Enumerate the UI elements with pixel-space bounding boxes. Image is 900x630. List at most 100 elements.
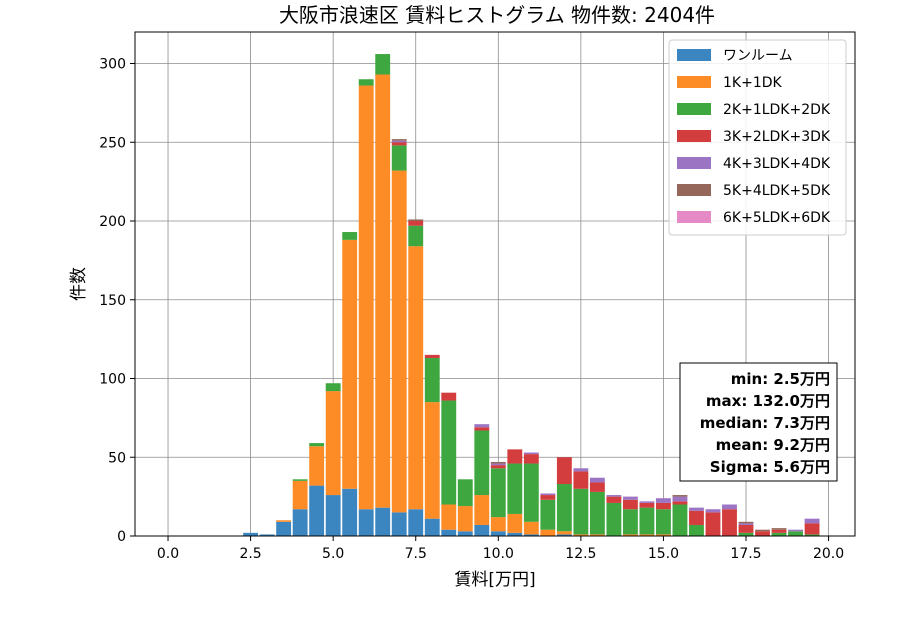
bar-2-25 — [656, 509, 671, 535]
bar-0-1 — [259, 534, 275, 536]
bar-2-13 — [457, 479, 473, 507]
bar-2-22 — [606, 502, 622, 536]
bar-1-14 — [474, 495, 490, 525]
bar-2-30 — [738, 532, 754, 536]
bar-1-5 — [325, 391, 341, 496]
y-tick-label: 300 — [99, 57, 126, 73]
bar-0-7 — [358, 509, 374, 536]
bar-2-10 — [408, 225, 424, 247]
bar-2-33 — [788, 531, 803, 536]
bar-1-8 — [375, 74, 391, 508]
bar-3-23 — [622, 499, 638, 510]
legend-swatch — [677, 157, 711, 169]
bar-0-12 — [441, 529, 457, 536]
bar-2-27 — [689, 524, 704, 536]
legend: ワンルーム 1K+1DK 2K+1LDK+2DK 3K+2LDK+3DK 4K+3LDK… — [668, 39, 847, 236]
bar-2-3 — [292, 479, 308, 481]
bar-1-4 — [309, 446, 325, 486]
bar-1-18 — [540, 529, 556, 536]
x-tick-label: 7.5 — [405, 546, 427, 562]
stats-box: min: 2.5万円 max: 132.0万円 median: 7.3万円 mean:… — [679, 362, 838, 482]
bar-1-20 — [573, 534, 589, 536]
y-tick-label: 0 — [117, 529, 126, 545]
bar-0-10 — [408, 509, 424, 536]
y-tick-label: 200 — [99, 214, 126, 230]
bar-2-21 — [589, 491, 605, 535]
bar-3-20 — [573, 471, 589, 489]
bar-2-7 — [358, 79, 374, 86]
bar-0-8 — [375, 507, 391, 536]
bar-3-11 — [424, 354, 440, 359]
bar-0-14 — [474, 524, 490, 536]
bar-3-27 — [689, 510, 704, 525]
bar-1-17 — [523, 521, 539, 535]
y-tick-label: 250 — [99, 135, 126, 151]
stats-line: min: 2.5万円 — [731, 370, 830, 388]
bar-3-18 — [540, 495, 556, 500]
x-axis-label: 賃料[万円] — [454, 570, 535, 590]
bar-1-7 — [358, 85, 374, 510]
bar-3-15 — [490, 465, 506, 469]
bar-3-24 — [639, 502, 655, 508]
legend-label: 6K+5LDK+6DK — [723, 210, 831, 226]
legend-label: ワンルーム — [723, 48, 793, 64]
bar-4-20 — [573, 468, 589, 472]
bar-4-14 — [474, 424, 490, 428]
bar-3-30 — [738, 524, 754, 533]
bar-3-34 — [804, 523, 820, 535]
bar-2-4 — [309, 443, 325, 447]
stats-line: max: 132.0万円 — [706, 392, 830, 410]
x-tick-label: 15.0 — [648, 546, 679, 562]
bar-1-2 — [276, 520, 292, 522]
bar-5-26 — [672, 495, 688, 497]
bar-4-29 — [722, 504, 737, 510]
bar-0-6 — [342, 488, 358, 536]
bar-3-16 — [507, 449, 523, 464]
bar-5-31 — [755, 529, 770, 532]
bar-0-11 — [424, 518, 440, 536]
bar-1-16 — [507, 513, 523, 533]
bar-4-26 — [672, 496, 688, 502]
bar-2-15 — [490, 468, 506, 518]
bar-1-11 — [424, 402, 440, 519]
bar-3-31 — [755, 531, 770, 536]
legend-label: 5K+4LDK+5DK — [723, 183, 831, 199]
bar-3-32 — [771, 529, 787, 533]
legend-box — [668, 39, 847, 236]
bar-2-32 — [771, 532, 787, 536]
bar-2-17 — [523, 463, 539, 522]
bar-0-19 — [556, 534, 572, 536]
bar-2-12 — [441, 400, 457, 505]
bar-4-23 — [622, 496, 638, 500]
legend-swatch — [677, 76, 711, 88]
bar-3-17 — [523, 454, 539, 464]
bar-3-21 — [589, 482, 605, 492]
bar-5-15 — [490, 461, 506, 464]
bars-group — [243, 54, 820, 536]
stats-line: median: 7.3万円 — [700, 414, 830, 432]
bar-4-22 — [606, 495, 622, 497]
bar-5-10 — [408, 219, 424, 221]
stats-line: mean: 9.2万円 — [716, 436, 830, 454]
bar-4-30 — [738, 523, 754, 525]
bar-2-14 — [474, 430, 490, 496]
bar-0-15 — [490, 531, 506, 536]
x-tick-label: 17.5 — [730, 546, 761, 562]
bar-2-26 — [672, 504, 688, 536]
bar-2-20 — [573, 488, 589, 535]
bar-3-9 — [391, 142, 407, 146]
bar-3-28 — [705, 512, 721, 536]
bar-0-4 — [309, 485, 325, 536]
bar-3-26 — [672, 501, 688, 505]
x-tick-label: 5.0 — [322, 546, 344, 562]
bar-1-15 — [490, 517, 506, 532]
bar-4-9 — [391, 140, 407, 143]
bar-3-12 — [441, 392, 457, 401]
legend-label: 4K+3LDK+4DK — [723, 156, 831, 172]
bar-0-0 — [243, 532, 259, 536]
y-tick-label: 150 — [99, 293, 126, 309]
bar-0-2 — [276, 521, 292, 536]
bar-2-34 — [804, 534, 820, 536]
bar-5-32 — [771, 528, 787, 530]
